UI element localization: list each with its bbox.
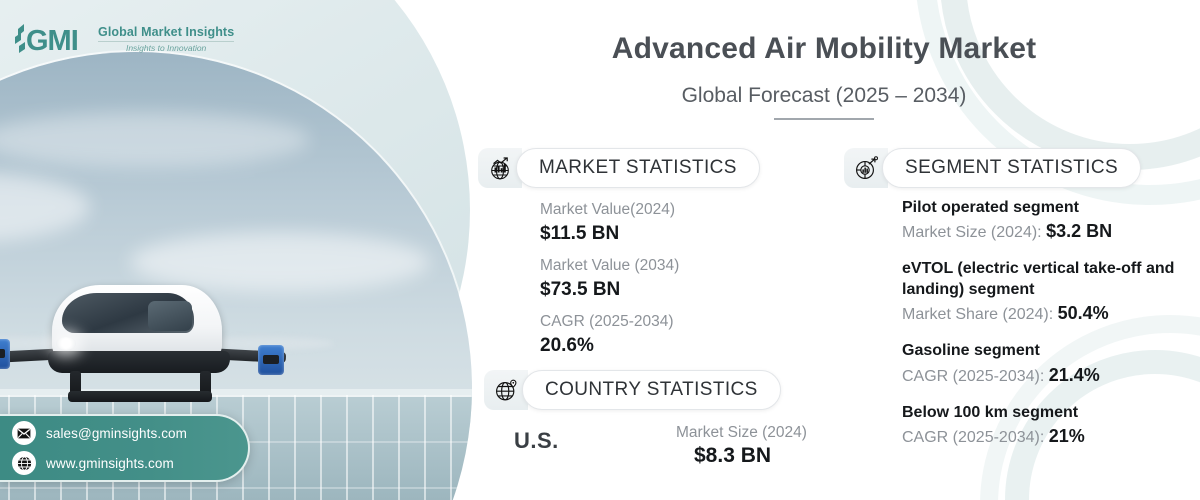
drone-skid-bar: [68, 391, 212, 403]
contact-email: sales@gminsights.com: [46, 425, 188, 441]
brand-tagline: Insights to Innovation: [125, 43, 207, 53]
hero-image-panel: GMI Global Market Insights Insights to I…: [0, 0, 472, 500]
row-label: Market Value(2024): [540, 201, 675, 218]
segment-metric-value: 50.4%: [1057, 303, 1109, 324]
segment-statistics-list: Pilot operated segment Market Size (2024…: [902, 198, 1192, 464]
segment-metric: Market Share (2024): 50.4%: [902, 300, 1192, 327]
drone-motor: [258, 345, 284, 376]
segment-item: Gasoline segment CAGR (2025-2034): 21.4%: [902, 341, 1192, 388]
market-statistics-list: Market Value(2024) $11.5 BN Market Value…: [540, 198, 679, 366]
segment-title: eVTOL (electric vertical take-off and la…: [902, 260, 1175, 298]
market-statistics-row: Market Value(2024) $11.5 BN: [540, 198, 679, 247]
hero-photo: [0, 52, 472, 500]
row-label: Market Value (2034): [540, 256, 680, 274]
segment-title: Pilot operated segment: [902, 199, 1079, 216]
globe-icon: [12, 451, 36, 475]
segment-metric-value: 21.4%: [1048, 364, 1100, 385]
svg-text:GMI: GMI: [26, 25, 78, 56]
brand-logo[interactable]: GMI Global Market Insights Insights to I…: [14, 22, 235, 56]
segment-metric-value: 21%: [1048, 426, 1085, 447]
brand-name: Global Market Insights: [98, 25, 235, 39]
row-label: CAGR (2025-2034): [540, 312, 674, 330]
segment-title: Gasoline segment: [902, 342, 1040, 360]
market-statistics-header[interactable]: MARKET STATISTICS: [478, 148, 760, 188]
cloud: [0, 112, 310, 167]
segment-metric-label: Market Share (2024):: [902, 306, 1058, 324]
row-value: $73.5 BN: [540, 279, 621, 301]
segment-metric-label: CAGR (2025-2034):: [902, 429, 1049, 447]
drone-landing-skid: [200, 371, 211, 398]
row-value: 20.6%: [540, 335, 594, 357]
segment-metric-label: CAGR (2025-2034):: [902, 367, 1049, 385]
page-subtitle: Global Forecast (2025 – 2034): [681, 84, 967, 107]
segment-item: Pilot operated segment Market Size (2024…: [902, 198, 1192, 245]
segment-statistics-label: SEGMENT STATISTICS: [882, 148, 1142, 188]
country-metric-label: Market Size (2024): [676, 424, 807, 441]
segment-metric: Market Size (2024): $3.2 BN: [902, 218, 1192, 245]
segment-metric-value: $3.2 BN: [1046, 221, 1113, 242]
drone-motor: [0, 339, 10, 370]
drone-underbody: [48, 351, 230, 374]
segment-metric: CAGR (2025-2034): 21.4%: [902, 362, 1192, 389]
country-statistics-header[interactable]: COUNTRY STATISTICS: [484, 370, 781, 410]
globe-bar-chart-icon: [478, 148, 522, 188]
drone-side-window: [148, 301, 192, 332]
segment-title: Below 100 km segment: [902, 403, 1079, 421]
hero-photo-mask: [0, 52, 472, 500]
row-value: $11.5 BN: [540, 223, 620, 245]
donut-chart-arrow-icon: [844, 148, 888, 188]
evtol-drone: [0, 279, 334, 429]
gmi-logo-icon: GMI: [15, 24, 79, 56]
contact-website-row[interactable]: www.gminsights.com: [12, 451, 248, 475]
cloud: [130, 232, 430, 292]
country-statistics-label: COUNTRY STATISTICS: [522, 370, 781, 410]
drone-cabin: [52, 285, 222, 362]
contact-badge: sales@gminsights.com www.gminsights.com: [0, 414, 250, 482]
contact-website: www.gminsights.com: [46, 455, 174, 471]
market-statistics-row: CAGR (2025-2034) 20.6%: [540, 310, 679, 359]
roof-edge: [0, 388, 472, 397]
brand-rule: [98, 41, 235, 42]
envelope-icon: [12, 421, 36, 445]
market-statistics-label: MARKET STATISTICS: [516, 148, 760, 188]
segment-metric-label: Market Size (2024):: [902, 224, 1047, 242]
country-name: U.S.: [514, 428, 559, 453]
segment-item: eVTOL (electric vertical take-off and la…: [902, 259, 1192, 327]
contact-email-row[interactable]: sales@gminsights.com: [12, 421, 248, 445]
country-metric-value: $8.3 BN: [694, 444, 772, 467]
drone-landing-skid: [70, 371, 81, 398]
content-panel: Advanced Air Mobility Market Global Fore…: [472, 0, 1200, 500]
market-statistics-row: Market Value (2034) $73.5 BN: [540, 254, 679, 303]
segment-item: Below 100 km segment CAGR (2025-2034): 2…: [902, 403, 1192, 450]
segment-metric: CAGR (2025-2034): 21%: [902, 423, 1192, 450]
country-metric: Market Size (2024) $8.3 BN: [676, 424, 807, 468]
title-divider: [472, 118, 1176, 120]
drone-headlight: [56, 337, 76, 351]
segment-statistics-header[interactable]: SEGMENT STATISTICS: [844, 148, 1142, 188]
page-title: Advanced Air Mobility Market: [611, 32, 1037, 65]
globe-pin-icon: [484, 370, 528, 410]
